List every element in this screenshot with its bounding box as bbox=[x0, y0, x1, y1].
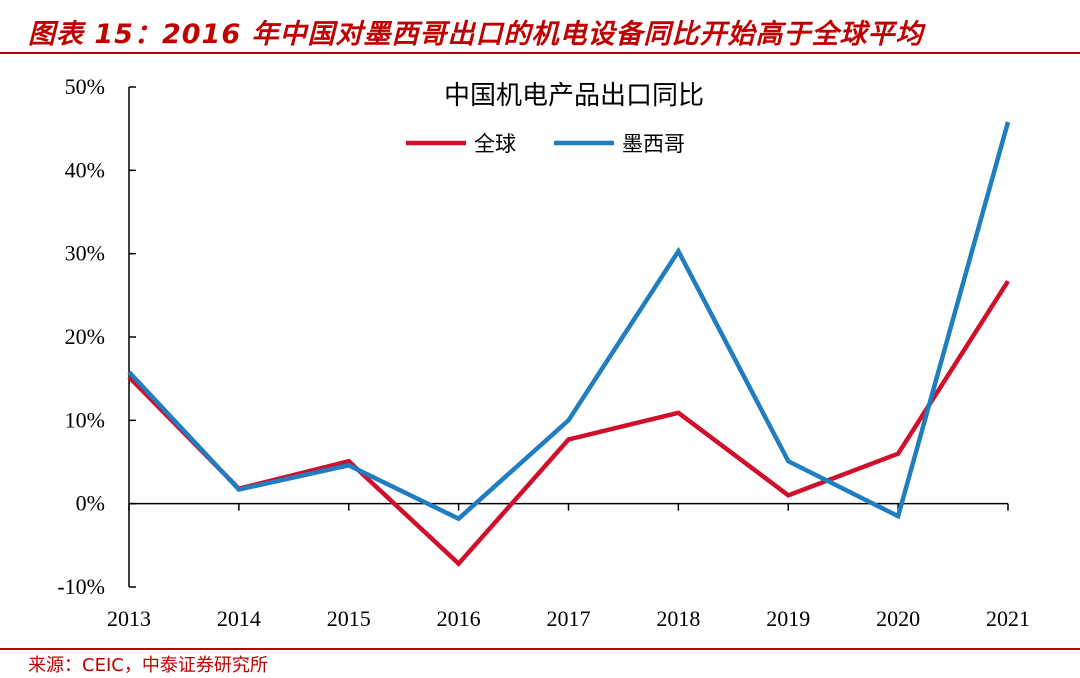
series-line-mexico bbox=[127, 121, 1011, 522]
source-note: 来源：CEIC，中泰证券研究所 bbox=[28, 655, 268, 676]
y-tick-label: 50% bbox=[65, 74, 105, 99]
series-lines bbox=[127, 121, 1011, 567]
x-tick-label: 2016 bbox=[437, 606, 481, 631]
y-tick-label: 40% bbox=[65, 157, 105, 182]
footer-rule bbox=[0, 648, 1080, 650]
x-tick-label: 2020 bbox=[876, 606, 920, 631]
line-chart: 中国机电产品出口同比 全球 墨西哥 -10% 0% 10% 20% 30% 40% 50% 2… bbox=[57, 74, 1030, 631]
legend: 全球 墨西哥 bbox=[406, 132, 685, 156]
x-tick-label: 2015 bbox=[327, 606, 371, 631]
chart-title: 中国机电产品出口同比 bbox=[444, 81, 704, 111]
y-tick-label: 20% bbox=[65, 324, 105, 349]
y-tick-label: 10% bbox=[65, 407, 105, 432]
x-axis-ticks: 2013 2014 2015 2016 2017 2018 2019 2020 2021 bbox=[107, 503, 1030, 631]
y-tick-label: 0% bbox=[76, 491, 105, 516]
x-tick-label: 2017 bbox=[547, 606, 591, 631]
x-tick-label: 2018 bbox=[656, 606, 700, 631]
y-tick-label: -10% bbox=[57, 574, 105, 599]
x-tick-label: 2013 bbox=[107, 606, 151, 631]
y-tick-label: 30% bbox=[65, 241, 105, 266]
x-tick-label: 2019 bbox=[766, 606, 810, 631]
title-rule bbox=[0, 52, 1080, 54]
axes bbox=[128, 87, 1008, 587]
figure-title: 图表 15：2016 年中国对墨西哥出口的机电设备同比开始高于全球平均 bbox=[28, 19, 924, 50]
x-tick-label: 2014 bbox=[217, 606, 261, 631]
legend-label-mexico: 墨西哥 bbox=[622, 132, 685, 156]
y-axis-ticks: -10% 0% 10% 20% 30% 40% 50% bbox=[57, 74, 136, 599]
legend-label-global: 全球 bbox=[474, 132, 516, 156]
x-tick-label: 2021 bbox=[986, 606, 1030, 631]
